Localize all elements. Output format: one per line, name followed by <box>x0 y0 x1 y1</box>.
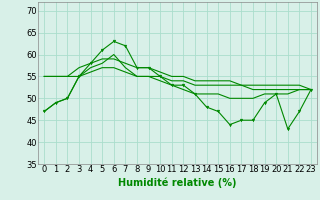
X-axis label: Humidité relative (%): Humidité relative (%) <box>118 177 237 188</box>
